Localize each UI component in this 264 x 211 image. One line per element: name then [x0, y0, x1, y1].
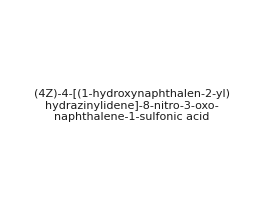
Text: (4Z)-4-[(1-hydroxynaphthalen-2-yl)
hydrazinylidene]-8-nitro-3-oxo-
naphthalene-1: (4Z)-4-[(1-hydroxynaphthalen-2-yl) hydra… [34, 89, 230, 122]
